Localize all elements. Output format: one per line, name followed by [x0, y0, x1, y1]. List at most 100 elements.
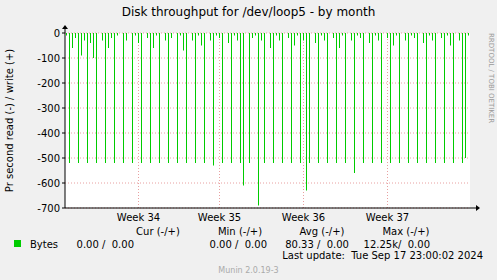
bars: [66, 33, 469, 206]
bar: [363, 33, 364, 163]
bar: [99, 33, 100, 34]
grid-line: [65, 108, 470, 109]
y-axis: [65, 29, 66, 208]
bar: [240, 33, 241, 163]
watermark: RRDTOOL / TOBI OETIKER: [487, 33, 495, 123]
tick-label: -600: [37, 178, 60, 189]
bar: [390, 33, 391, 163]
bar: [405, 33, 406, 41]
bar: [330, 33, 331, 34]
bar: [354, 33, 355, 173]
bar: [174, 33, 175, 34]
tick-label: Week 34: [117, 212, 160, 223]
tick-label: -100: [37, 53, 60, 64]
bar: [138, 33, 139, 43]
tick-label: -500: [37, 153, 60, 164]
bar: [462, 33, 463, 163]
bar: [156, 33, 157, 36]
bar: [324, 33, 325, 41]
bar: [243, 33, 244, 186]
bar: [300, 33, 301, 163]
bar: [270, 33, 271, 48]
bar: [231, 33, 232, 163]
bar: [171, 33, 172, 38]
bar: [366, 33, 367, 34]
bar: [150, 33, 151, 163]
bar: [90, 33, 91, 43]
bar: [72, 33, 73, 48]
bar: [117, 33, 118, 36]
bar: [84, 33, 85, 41]
bar: [195, 33, 196, 163]
bar: [399, 33, 400, 163]
grid-line: [219, 33, 220, 208]
bar: [126, 33, 127, 41]
bar: [78, 33, 79, 163]
bar: [81, 33, 82, 56]
grid-line: [65, 183, 470, 184]
bar: [120, 33, 121, 34]
title: Disk throughput for /dev/loop5 - by mont…: [122, 5, 376, 19]
axis-arrow: [476, 205, 480, 211]
tick-label: Week 35: [198, 212, 241, 223]
bar: [177, 33, 178, 163]
legend-header: Avg (-/+): [300, 226, 345, 237]
x-axis: [65, 208, 476, 209]
last-update: Last update: Tue Sep 17 23:00:02 2024: [282, 250, 483, 261]
bar: [264, 33, 265, 163]
bar: [258, 33, 259, 206]
bar: [438, 33, 439, 34]
bar: [69, 33, 70, 163]
bar: [132, 33, 133, 163]
bar: [282, 33, 283, 163]
legend-header: Max (-/+): [382, 226, 429, 237]
bar: [237, 33, 238, 41]
bar: [228, 33, 229, 43]
bar: [75, 33, 76, 38]
background: [0, 0, 497, 280]
bar: [318, 33, 319, 163]
bar: [378, 33, 379, 41]
bar: [351, 33, 352, 41]
bar: [408, 33, 409, 163]
bar: [417, 33, 418, 163]
bar: [129, 33, 130, 34]
bar: [414, 33, 415, 38]
bar: [447, 33, 448, 36]
bar: [216, 33, 217, 36]
bar: [201, 33, 202, 46]
bar: [468, 33, 469, 36]
bar: [189, 33, 190, 34]
bar: [153, 33, 154, 48]
tick-label: -300: [37, 103, 60, 114]
bar: [123, 33, 124, 163]
bar: [384, 33, 385, 34]
bar: [159, 33, 160, 163]
bar: [336, 33, 337, 163]
bar: [183, 33, 184, 51]
axis-label: Pr second read (-) / write (+): [4, 49, 15, 192]
tick-label: Week 36: [282, 212, 325, 223]
bar: [279, 33, 280, 41]
legend-value: 0.00 / 0.00: [77, 239, 134, 250]
tick-label: -400: [37, 128, 60, 139]
bar: [402, 33, 403, 34]
bar: [426, 33, 427, 163]
axis-arrow: [62, 25, 68, 29]
grid-line: [387, 33, 388, 208]
bar: [294, 33, 295, 46]
bar: [255, 33, 256, 36]
bar: [393, 33, 394, 46]
bar: [342, 33, 343, 36]
bar: [456, 33, 457, 34]
bar: [162, 33, 163, 34]
bar: [396, 33, 397, 36]
bar: [144, 33, 145, 34]
grid-line: [303, 33, 304, 208]
bar: [453, 33, 454, 163]
bar: [252, 33, 253, 38]
bar: [381, 33, 382, 163]
bar: [327, 33, 328, 163]
bar: [114, 33, 115, 163]
bar: [312, 33, 313, 34]
